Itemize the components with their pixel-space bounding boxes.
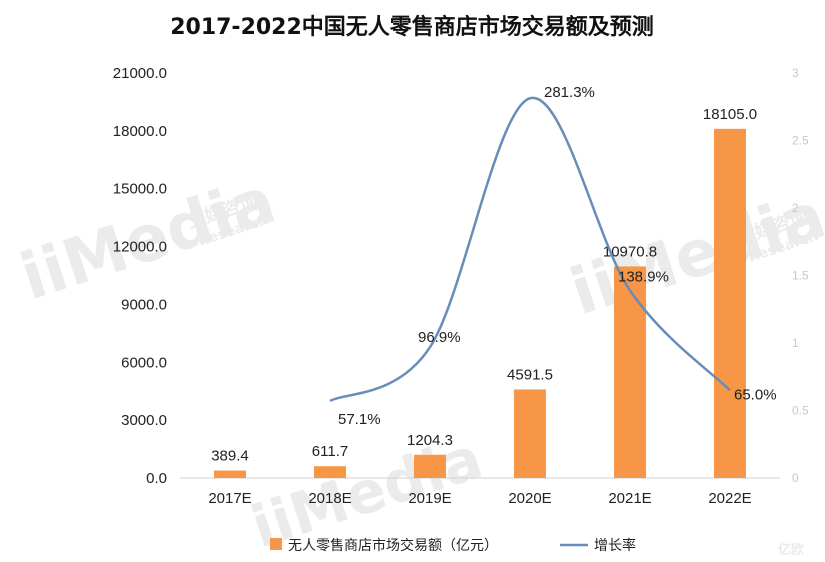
bar-data-label: 4591.5: [507, 366, 553, 383]
y-left-tick-label: 15000.0: [113, 181, 167, 198]
bar: [214, 470, 246, 478]
y-left-tick-label: 21000.0: [113, 65, 167, 82]
y-left-tick-label: 0.0: [146, 470, 167, 487]
growth-line: [329, 96, 731, 403]
chart-title: 2017-2022中国无人零售商店市场交易额及预测: [170, 14, 654, 40]
bar-series: [214, 128, 746, 478]
line-data-label: 96.9%: [418, 329, 461, 346]
bar-data-label: 389.4: [211, 447, 249, 464]
y-axis-right: 0 0.5 1 1.5 2 2.5 3: [792, 66, 809, 485]
line-data-label: 281.3%: [544, 84, 595, 101]
x-axis: 2017E 2018E 2019E 2020E 2021E 2022E: [208, 490, 751, 507]
x-tick-label: 2022E: [708, 490, 751, 507]
line-data-label: 138.9%: [618, 268, 669, 285]
bar: [414, 454, 446, 478]
y-left-tick-label: 3000.0: [121, 412, 167, 429]
bar-data-label: 18105.0: [703, 106, 757, 123]
y-axis-left: 0.0 3000.0 6000.0 9000.0 12000.0 15000.0 18000…: [113, 65, 167, 487]
line-data-label: 57.1%: [338, 411, 381, 428]
bar-data-labels: 389.4 611.7 1204.3 4591.5 10970.8 18105.0: [211, 106, 757, 465]
line-data-label: 65.0%: [734, 386, 777, 403]
y-left-tick-label: 9000.0: [121, 296, 167, 313]
y-right-tick-label: 0: [792, 471, 799, 485]
y-left-tick-label: 18000.0: [113, 123, 167, 140]
x-tick-label: 2019E: [408, 490, 451, 507]
y-right-tick-label: 3: [792, 66, 799, 80]
bar-data-label: 10970.8: [603, 243, 657, 260]
y-right-tick-label: 1.5: [792, 269, 809, 283]
bar: [314, 466, 346, 478]
y-right-tick-label: 0.5: [792, 404, 809, 418]
x-tick-label: 2017E: [208, 490, 251, 507]
x-tick-label: 2020E: [508, 490, 551, 507]
bar-data-label: 611.7: [312, 443, 348, 460]
bar: [614, 266, 646, 478]
x-tick-label: 2021E: [608, 490, 651, 507]
y-right-tick-label: 2: [792, 201, 799, 215]
bar-data-label: 1204.3: [407, 432, 453, 449]
bar: [514, 389, 546, 478]
bar: [714, 128, 746, 478]
legend-line-label: 增长率: [594, 537, 636, 554]
x-tick-label: 2018E: [308, 490, 351, 507]
y-right-tick-label: 2.5: [792, 134, 809, 148]
legend-bar-label: 无人零售商店市场交易额（亿元）: [288, 537, 498, 554]
watermark-corner: 亿欧: [778, 542, 804, 558]
y-right-tick-label: 1: [792, 336, 799, 350]
y-left-tick-label: 12000.0: [113, 239, 167, 256]
legend-bar-swatch: [270, 538, 282, 550]
legend: 无人零售商店市场交易额（亿元） 增长率: [270, 537, 636, 554]
y-left-tick-label: 6000.0: [121, 354, 167, 371]
line-data-labels: 57.1% 96.9% 281.3% 138.9% 65.0%: [338, 84, 777, 428]
